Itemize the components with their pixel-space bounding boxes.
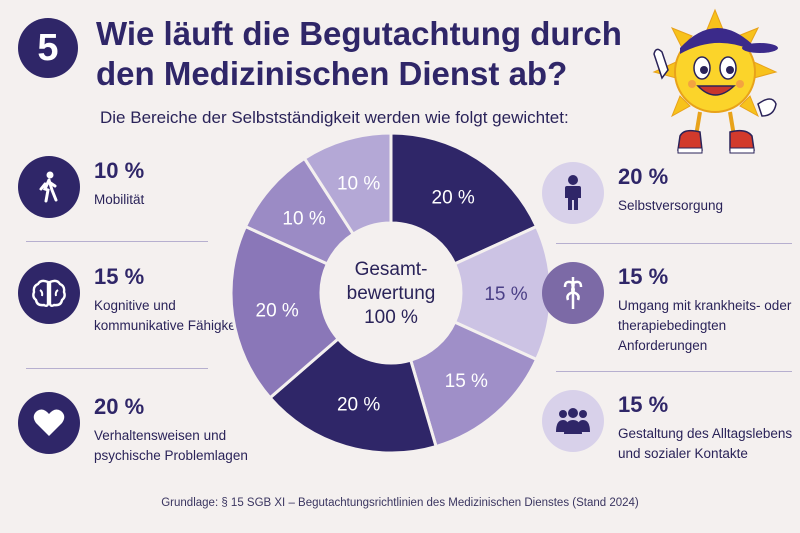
slice-label: 10 % (337, 174, 380, 195)
category-illness-handling: 15 % Umgang mit krankheits- oder therapi… (542, 262, 792, 354)
percent-value: 15 % (618, 392, 669, 417)
medical-symbol-icon (542, 262, 604, 324)
center-label-line: bewertung (347, 283, 436, 304)
category-mobility: 10 % Mobilität (18, 156, 238, 226)
center-label-line: 100 % (364, 307, 418, 328)
weighting-donut-chart: 20 % 15 % 15 % 20 % 20 % 10 % 10 % Gesamt-bewe… (229, 131, 553, 455)
category-label: Kognitive und kommunikative Fähigkeiten (94, 298, 258, 333)
walking-person-icon (18, 156, 80, 218)
slice-label: 20 % (337, 394, 380, 415)
heart-icon (18, 392, 80, 454)
source-footnote: Grundlage: § 15 SGB XI – Begutachtungsri… (161, 497, 639, 509)
subtitle: Die Bereiche der Selbstständigkeit werde… (100, 108, 569, 127)
category-label: Gestaltung des Alltagslebens und soziale… (618, 426, 793, 461)
person-icon (542, 162, 604, 224)
percent-value: 20 % (94, 394, 145, 419)
percent-value: 20 % (618, 164, 669, 189)
category-label: Mobilität (94, 192, 145, 207)
center-label: Gesamt-bewertung 100 % (347, 259, 436, 328)
percent-value: 15 % (94, 264, 145, 289)
slice-label: 10 % (282, 209, 325, 230)
category-label: Selbstversorgung (618, 198, 724, 213)
step-number-badge: 5 (18, 18, 78, 78)
category-cognition: 15 % Kognitive und kommunikative Fähigke… (18, 262, 258, 352)
slice-label: 20 % (256, 300, 299, 321)
page-title: Wie läuft die Begutachtung durch den Med… (96, 15, 622, 92)
donut-center (321, 223, 461, 363)
center-label-line: Gesamt- (355, 259, 428, 280)
group-icon (542, 390, 604, 452)
percent-value: 10 % (94, 158, 145, 183)
category-self-care: 20 % Selbstversorgung (542, 162, 782, 232)
sun-mascot-illustration (652, 8, 778, 154)
category-label: Verhaltensweisen und psychische Probleml… (94, 428, 248, 463)
divider (26, 241, 208, 242)
divider (556, 371, 792, 372)
percent-value: 15 % (618, 264, 669, 289)
slice-label: 15 % (445, 371, 488, 392)
category-behaviour: 20 % Verhaltensweisen und psychische Pro… (18, 392, 258, 472)
donut-slice (267, 336, 438, 455)
category-label: Umgang mit krankheits- oder therapiebedi… (618, 298, 792, 353)
slice-label: 20 % (432, 187, 475, 208)
divider (26, 368, 208, 369)
brain-icon (18, 262, 80, 324)
slice-label: 15 % (484, 284, 527, 305)
divider (556, 243, 792, 244)
category-social-life: 15 % Gestaltung des Alltagslebens und so… (542, 390, 792, 470)
